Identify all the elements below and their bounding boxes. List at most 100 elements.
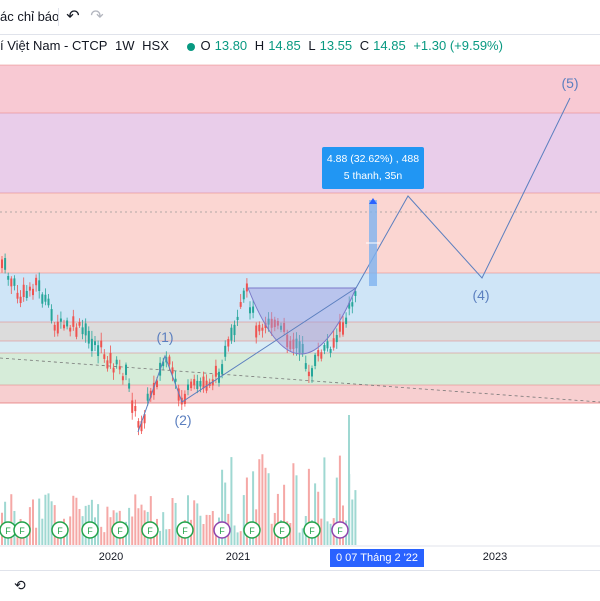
event-marker-icon [176,521,194,539]
candle [75,327,78,337]
volume-bar [239,531,242,545]
candle [38,280,41,291]
volume-bar [252,471,255,545]
candle [230,327,233,341]
candle [125,364,127,375]
candle [311,368,313,377]
volume-bar [233,525,236,545]
candle [258,324,261,332]
event-marker-label: F [57,526,63,536]
candle [261,327,264,331]
candle [273,319,276,328]
event-marker-label: F [337,526,343,536]
ohlc-high: 14.85 [268,38,301,53]
candle [146,393,149,401]
candle [7,276,10,280]
candle [233,324,236,336]
volume-bar [335,477,338,545]
candle [41,294,44,304]
bottom-bar: ⟲ [0,570,600,601]
candle [63,324,65,329]
candle [329,349,332,353]
candle [94,341,96,346]
volume-bar [78,508,81,545]
candle [342,322,344,335]
volume-bar [177,530,180,545]
ohlc-change: +1.30 (+9.59%) [413,38,503,53]
volume-bar [211,511,214,545]
volume-bar [97,504,100,545]
volume-bar [140,504,143,545]
volume-bar [72,495,75,545]
volume-bar [326,521,329,545]
event-marker-label: F [182,526,188,536]
volume-bar [187,495,189,545]
candle [236,316,239,321]
candle [211,379,214,386]
crosshair-date-badge: 0 07 Tháng 2 '22 [330,549,425,567]
measure-arrow [369,198,377,204]
candle [307,371,310,377]
volume-bar [314,483,317,545]
volume-bar [106,506,109,545]
candle [224,345,227,357]
event-marker-label: F [19,526,25,536]
volume-bar [338,455,341,545]
redo-icon[interactable]: ↷ [90,8,104,25]
wave-projection [355,97,571,289]
symbol-interval[interactable]: 1W [115,38,135,53]
measure-bars: 5 thanh, 35n [343,170,403,182]
undo-icon[interactable]: ↶ [66,8,80,25]
volume-bar [128,507,131,545]
candle [280,325,282,330]
candle [32,288,34,296]
volume-bar [121,531,124,545]
candle [140,421,143,432]
candle [19,296,22,304]
candle [332,338,335,348]
candle [301,343,304,354]
volume-bar [276,493,279,545]
candle [13,278,16,286]
volume-bar [230,457,233,545]
candle [242,290,245,300]
wave-line [137,287,357,433]
volume-bar [236,532,239,545]
wave-label: (2) [174,412,191,428]
candle [66,320,69,327]
volume-bar [38,498,41,545]
candle [193,379,196,386]
candle [348,302,351,309]
candle [320,352,323,359]
level-zone [0,273,600,322]
candle [53,324,56,331]
candle [156,380,158,388]
x-tick-label: 2021 [226,551,250,563]
volume-bar [221,469,224,545]
event-marker-label: F [5,526,11,536]
candle [81,327,84,335]
volume-bar [317,491,320,545]
symbol-name[interactable]: í Việt Nam - CTCP [0,38,108,53]
volume-bar [307,468,310,545]
volume-bar [351,499,354,545]
candle [1,259,3,269]
candle [149,390,152,398]
candle [78,322,81,326]
indicators-button[interactable]: ác chỉ báo [0,9,60,24]
replay-icon[interactable]: ⟲ [14,577,26,593]
volume-bar [168,529,171,545]
candle [115,359,118,365]
candle [4,257,7,270]
candle [221,364,224,374]
volume-bar [69,516,72,545]
candle [177,388,180,401]
volume-bar [295,475,298,545]
measure-tooltip: 4.88 (32.62%) , 488 5 thanh, 35n [322,147,424,189]
volume-bar [28,507,31,545]
candle [317,350,320,357]
candle [100,340,103,348]
candle [335,334,338,343]
event-marker-label: F [279,526,285,536]
